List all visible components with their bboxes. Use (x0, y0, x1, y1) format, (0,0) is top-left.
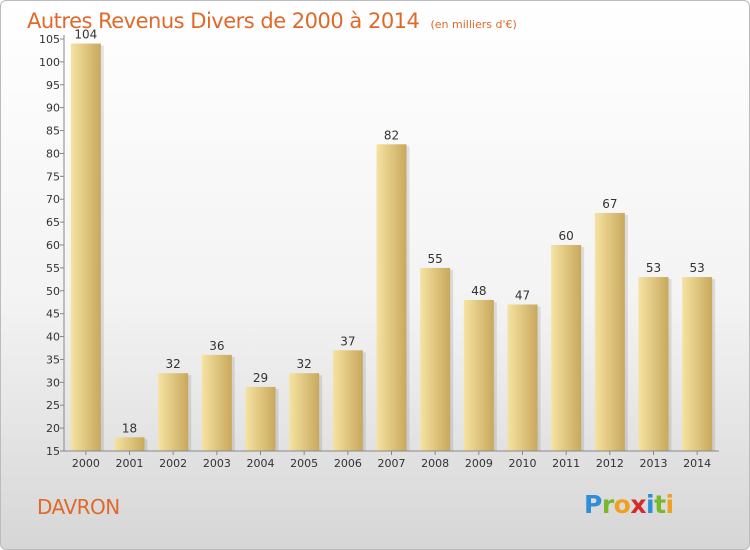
y-tick-label: 90 (46, 102, 60, 115)
bar-value-label: 55 (428, 252, 443, 266)
y-tick-label: 30 (46, 376, 60, 389)
bar-value-label: 48 (471, 284, 486, 298)
bar-value-label: 32 (297, 357, 312, 371)
y-tick-label: 100 (39, 56, 60, 69)
bar-value-label: 53 (646, 261, 661, 275)
x-tick-label: 2012 (596, 457, 624, 470)
bar (289, 373, 320, 451)
x-tick-label: 2008 (421, 457, 449, 470)
x-tick-label: 2006 (334, 457, 362, 470)
y-tick-label: 20 (46, 422, 60, 435)
bar-value-label: 37 (340, 334, 355, 348)
logo-letter: r (601, 490, 614, 519)
bar (158, 373, 189, 451)
bar (507, 304, 538, 451)
bar (638, 277, 669, 451)
y-tick-label: 95 (46, 79, 60, 92)
chart-header: Autres Revenus Divers de 2000 à 2014 (en… (27, 9, 517, 33)
bar-value-label: 18 (122, 421, 137, 435)
logo-letter: x (630, 490, 646, 519)
y-tick-label: 45 (46, 308, 60, 321)
bar-value-label: 104 (74, 28, 97, 42)
y-tick-label: 60 (46, 239, 60, 252)
bar-value-label: 82 (384, 128, 399, 142)
x-tick-label: 2003 (203, 457, 231, 470)
bar (463, 299, 494, 451)
bar-value-label: 47 (515, 289, 530, 303)
bar (420, 267, 451, 451)
x-tick-label: 2009 (465, 457, 493, 470)
y-tick-label: 85 (46, 125, 60, 138)
logo-letter: i (665, 490, 675, 519)
bar-value-label: 67 (602, 197, 617, 211)
y-tick-label: 55 (46, 262, 60, 275)
x-tick-label: 2010 (509, 457, 537, 470)
labels-group: 15 20 25 30 35 40 45 50 55 60 65 70 75 80 85 90 95 100 105… (39, 28, 711, 470)
bar (114, 437, 145, 451)
bars-group (70, 43, 716, 452)
bar (332, 350, 363, 451)
x-tick-label: 2011 (552, 457, 580, 470)
logo-letter: o (613, 490, 631, 519)
bar-value-label: 32 (166, 357, 181, 371)
logo-letter: P (584, 490, 602, 519)
y-tick-label: 15 (46, 445, 60, 458)
x-tick-label: 2002 (159, 457, 187, 470)
x-tick-label: 2001 (116, 457, 144, 470)
bar (682, 277, 713, 451)
bar (201, 354, 232, 451)
y-tick-label: 40 (46, 331, 60, 344)
y-tick-label: 105 (39, 33, 60, 46)
x-tick-label: 2005 (290, 457, 318, 470)
bar (551, 245, 582, 451)
bar-value-label: 53 (690, 261, 705, 275)
y-tick-label: 50 (46, 285, 60, 298)
y-tick-label: 70 (46, 193, 60, 206)
bar-value-label: 36 (209, 339, 224, 353)
bar (594, 212, 625, 451)
bar (376, 144, 407, 452)
logo-letter: i (646, 490, 655, 519)
bar-value-label: 29 (253, 371, 268, 385)
x-tick-label: 2013 (640, 457, 668, 470)
y-tick-label: 75 (46, 170, 60, 183)
chart-subtitle: (en milliers d'€) (430, 18, 517, 31)
x-tick-label: 2007 (378, 457, 406, 470)
bar (70, 43, 101, 451)
y-tick-label: 80 (46, 147, 60, 160)
y-tick-label: 25 (46, 399, 60, 412)
y-tick-label: 65 (46, 216, 60, 229)
y-tick-label: 35 (46, 353, 60, 366)
proxiti-logo[interactable]: Proxiti (584, 490, 674, 519)
axes-group (60, 35, 719, 455)
x-tick-label: 2004 (247, 457, 275, 470)
bar (245, 386, 276, 451)
logo-letter: t (654, 490, 666, 519)
place-name: DAVRON (37, 495, 120, 519)
bar-value-label: 60 (559, 229, 574, 243)
x-tick-label: 2000 (72, 457, 100, 470)
chart-title: Autres Revenus Divers de 2000 à 2014 (27, 9, 420, 33)
x-tick-label: 2014 (683, 457, 711, 470)
